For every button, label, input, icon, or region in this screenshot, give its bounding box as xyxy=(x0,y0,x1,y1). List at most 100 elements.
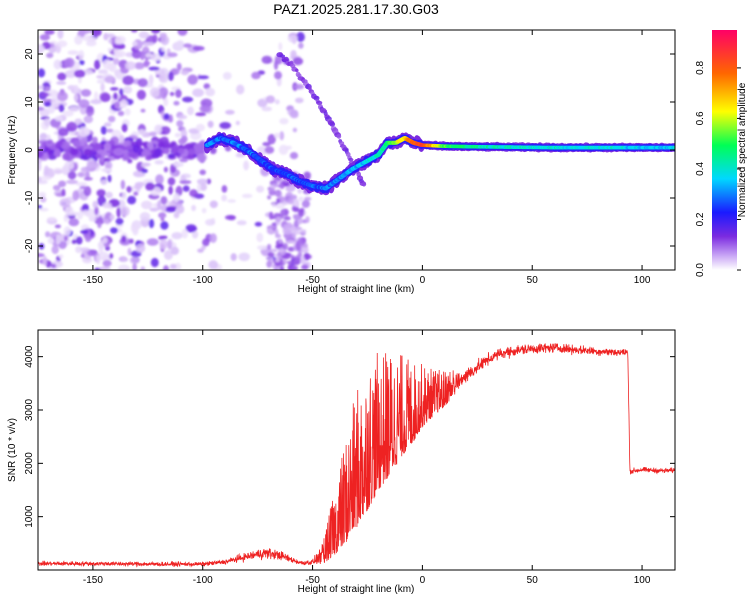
noise-blob xyxy=(149,131,157,137)
noise-blob xyxy=(98,251,109,261)
noise-blob xyxy=(286,260,293,265)
noise-blob xyxy=(149,87,160,98)
noise-blob xyxy=(145,182,155,191)
noise-blob xyxy=(123,86,133,94)
noise-blob xyxy=(183,43,192,48)
spectrogram-secondary-arc xyxy=(276,52,367,187)
noise-blob xyxy=(46,52,54,59)
noise-blob xyxy=(261,106,273,112)
noise-blob xyxy=(159,239,168,250)
noise-blob xyxy=(157,141,165,148)
noise-blob xyxy=(94,59,101,70)
noise-blob xyxy=(111,129,122,139)
noise-blob xyxy=(289,267,298,270)
spectrogram-ridge xyxy=(203,131,675,196)
noise-blob xyxy=(104,33,116,38)
noise-blob xyxy=(104,161,113,170)
noise-blob xyxy=(150,257,159,268)
noise-blob xyxy=(219,122,231,129)
y-tick-label: 3000 xyxy=(24,398,35,421)
noise-blob xyxy=(140,266,146,270)
noise-blob xyxy=(286,239,295,244)
noise-blob xyxy=(201,245,206,251)
noise-blob xyxy=(140,108,146,113)
noise-blob xyxy=(290,50,297,59)
noise-blob xyxy=(60,141,71,150)
noise-blob xyxy=(175,89,182,98)
noise-blob xyxy=(224,215,236,220)
noise-blob xyxy=(304,196,312,201)
noise-blob xyxy=(221,185,228,193)
noise-blob xyxy=(235,120,240,126)
noise-blob xyxy=(109,144,117,150)
noise-blob xyxy=(96,189,106,197)
noise-blob xyxy=(44,118,51,127)
noise-blob xyxy=(113,44,126,50)
noise-blob xyxy=(199,183,207,191)
colorbar-label: Normalized spectral amplitude xyxy=(737,82,748,217)
noise-blob xyxy=(301,247,310,254)
noise-blob xyxy=(195,123,205,132)
noise-blob xyxy=(289,152,299,160)
colorbar-ticks: 0.0 0.2 0.4 0.6 0.8 xyxy=(695,61,741,277)
noise-blob xyxy=(142,42,155,46)
noise-blob xyxy=(54,149,61,157)
noise-blob xyxy=(100,125,107,135)
noise-blob xyxy=(296,238,305,247)
noise-blob xyxy=(96,75,104,79)
noise-blob xyxy=(293,83,305,90)
noise-blob xyxy=(271,183,278,187)
noise-blob xyxy=(160,196,168,205)
noise-blob xyxy=(109,214,115,221)
noise-blob xyxy=(113,92,118,101)
noise-blob xyxy=(42,255,48,266)
noise-blob xyxy=(70,147,79,156)
noise-blob xyxy=(301,199,310,208)
noise-blob xyxy=(170,246,179,255)
x-tick-label: 50 xyxy=(527,275,539,286)
arc-blob xyxy=(348,157,354,162)
noise-blob xyxy=(83,177,93,181)
noise-blob xyxy=(64,160,75,170)
noise-blob xyxy=(301,264,309,270)
noise-blob xyxy=(64,70,77,78)
noise-blob xyxy=(171,232,183,240)
colorbar-tick-label: 0.6 xyxy=(695,111,706,125)
noise-blob xyxy=(85,106,95,117)
noise-blob xyxy=(133,184,143,190)
noise-blob xyxy=(267,195,272,200)
noise-blob xyxy=(80,89,92,97)
noise-blob xyxy=(275,216,282,223)
noise-blob xyxy=(163,146,170,155)
noise-blob xyxy=(74,118,83,125)
noise-blob xyxy=(285,145,292,150)
noise-blob xyxy=(76,172,87,178)
noise-blob xyxy=(78,126,90,137)
noise-blob xyxy=(113,58,120,65)
y-tick-label: 2000 xyxy=(24,452,35,475)
noise-blob xyxy=(157,138,163,143)
noise-blob xyxy=(73,84,79,94)
snr-frame xyxy=(37,329,676,571)
noise-blob xyxy=(115,35,126,44)
noise-blob xyxy=(273,213,282,217)
noise-blob xyxy=(132,225,139,236)
noise-blob xyxy=(115,218,124,225)
noise-blob xyxy=(106,128,114,133)
noise-blob xyxy=(82,209,90,216)
noise-blob xyxy=(51,245,59,255)
ridge-core xyxy=(672,145,675,150)
noise-blob xyxy=(289,109,299,119)
noise-blob xyxy=(293,215,302,220)
x-tick-label: 100 xyxy=(634,575,651,586)
noise-blob xyxy=(96,79,106,84)
snr-series-line xyxy=(38,343,675,568)
y-tick-label: 10 xyxy=(24,96,35,108)
noise-blob xyxy=(172,144,178,154)
noise-blob xyxy=(57,40,68,48)
snr-panel: -150 -100 -50 0 50 100 1000 2000 3000 4000 Heigh… xyxy=(7,329,676,595)
noise-blob xyxy=(238,252,250,262)
noise-blob xyxy=(71,239,77,244)
